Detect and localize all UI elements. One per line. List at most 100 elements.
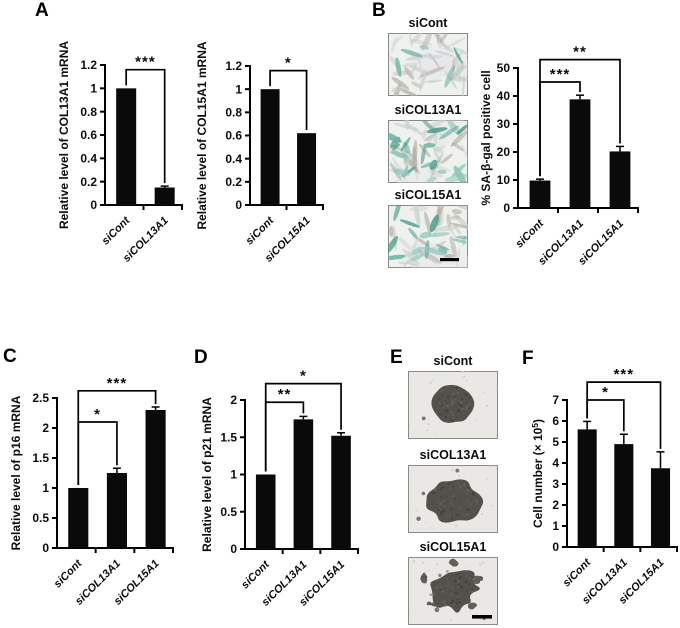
sphere-texture — [460, 404, 464, 408]
y-tick-label: 1 — [42, 481, 49, 495]
micrograph-block-b-sicont: siCont — [388, 16, 468, 96]
debris-speck — [478, 562, 482, 566]
sphere-texture — [463, 593, 465, 595]
panel-label-e: E — [390, 347, 403, 368]
sphere-texture — [438, 573, 442, 578]
y-tick-label: 0 — [503, 201, 510, 215]
debris-speck — [438, 421, 441, 424]
cell — [404, 66, 415, 80]
cell — [402, 62, 418, 67]
debris-speck — [415, 509, 418, 512]
cell — [456, 76, 468, 82]
sphere-texture — [465, 574, 468, 577]
debris-speck — [425, 522, 427, 524]
sphere-texture — [438, 397, 441, 401]
cell — [417, 56, 422, 69]
chart-relative-p16-mrna: 00.511.522.5****siContsiCOL13A1siCOL15A1… — [9, 375, 174, 608]
cell — [451, 209, 462, 215]
sphere-texture — [468, 577, 471, 580]
cell — [390, 36, 397, 54]
sphere-texture — [440, 600, 443, 603]
significance-bracket — [586, 381, 662, 449]
debris-speck — [432, 528, 435, 530]
y-tick-label: 0.6 — [80, 128, 97, 142]
y-tick-label: 30 — [497, 117, 511, 131]
debris-speck — [468, 610, 471, 612]
cell — [428, 120, 448, 129]
sphere-texture — [456, 596, 460, 599]
sa-b-gal-positive-cell — [426, 232, 451, 238]
cell — [435, 50, 455, 57]
debris-speck — [466, 371, 469, 373]
sphere-texture — [465, 580, 468, 582]
sphere-texture — [450, 486, 453, 490]
cell — [393, 123, 419, 131]
debris-speck — [495, 388, 498, 391]
sa-b-gal-positive-cell — [411, 246, 423, 256]
sphere-texture — [466, 486, 469, 489]
sphere-fragment — [426, 601, 432, 606]
sphere-texture — [446, 501, 448, 504]
significance-bracket — [586, 399, 625, 432]
debris-speck — [480, 513, 484, 516]
cell — [397, 87, 421, 96]
sphere-texture — [444, 400, 446, 402]
sphere-texture — [445, 404, 448, 407]
sphere-texture — [438, 402, 441, 405]
sphere-texture — [465, 589, 468, 592]
bar-siCOL15A1 — [650, 468, 671, 547]
sphere-block-e-sicont: siCont — [408, 354, 498, 439]
debris-speck — [468, 565, 471, 568]
sphere-texture — [442, 506, 444, 509]
sphere-texture — [452, 392, 456, 396]
significance-bracket — [269, 69, 308, 131]
y-axis-title: Relative level of COL15A1 mRNA — [195, 41, 209, 229]
sphere-texture — [437, 403, 439, 405]
bar-siCont — [255, 474, 276, 549]
x-category-label: siCont — [244, 214, 278, 248]
debris-speck — [427, 422, 430, 426]
debris-speck — [409, 424, 411, 426]
sphere-texture — [467, 582, 470, 586]
sphere-texture — [445, 569, 449, 573]
cell — [411, 81, 422, 89]
y-tick-label: 4 — [552, 456, 559, 470]
cell — [446, 224, 460, 244]
sphere-texture — [462, 513, 464, 515]
cell — [401, 257, 411, 268]
debris-speck — [465, 379, 468, 382]
y-tick-label: 0.8 — [80, 105, 97, 119]
sphere-texture — [457, 408, 461, 412]
cell — [410, 239, 418, 256]
y-axis-title: % SA-β-gal positive cell — [479, 70, 493, 205]
debris-speck — [461, 371, 465, 373]
x-category-label: siCont — [239, 558, 273, 592]
cell — [439, 33, 448, 43]
cell — [398, 237, 411, 250]
sphere-texture — [444, 415, 448, 419]
y-tick-label: 2 — [42, 421, 49, 435]
sphere-texture — [448, 515, 451, 517]
cell — [431, 145, 445, 154]
sphere-fragment — [467, 602, 478, 610]
debris-speck — [483, 391, 486, 394]
cell — [406, 260, 419, 267]
debris-dot — [416, 516, 421, 521]
significance-stars: *** — [614, 366, 635, 383]
sphere-texture — [445, 409, 449, 413]
y-tick-label: 2 — [230, 393, 237, 407]
sphere-texture — [435, 586, 439, 590]
cell — [434, 225, 459, 232]
cell — [412, 235, 430, 247]
sphere-texture — [449, 601, 453, 605]
sphere-texture — [459, 485, 463, 489]
x-category-label: siCont — [513, 217, 547, 251]
sphere-texture — [460, 407, 464, 411]
debris-speck — [429, 381, 432, 385]
sphere-texture — [437, 508, 440, 512]
sa-b-gal-positive-cell — [408, 227, 418, 238]
sphere-texture — [470, 504, 472, 507]
sphere-block-e-sicol13a1: siCOL13A1 — [408, 448, 498, 533]
cell — [391, 76, 410, 90]
